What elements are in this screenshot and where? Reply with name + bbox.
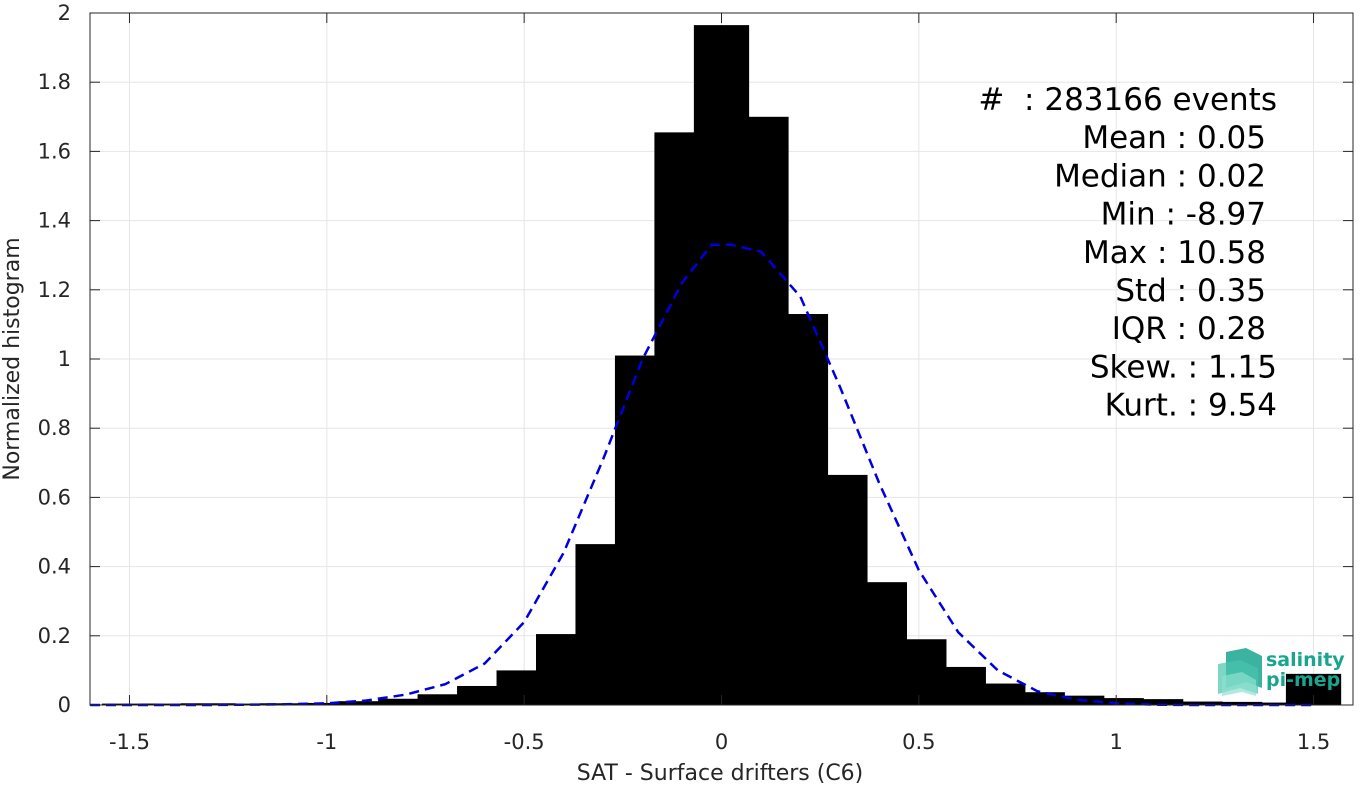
y-tick-label: 0.2 (38, 624, 71, 648)
x-tick-label: 0.5 (902, 730, 935, 754)
histogram-bar (417, 694, 473, 705)
x-tick-label: -1 (316, 730, 337, 754)
histogram-bars (101, 25, 1342, 706)
stat-line: Min : -8.97 (1101, 197, 1266, 233)
y-tick-label: 2 (58, 1, 71, 25)
y-tick-label: 0.8 (38, 416, 71, 440)
stat-line: Kurt. : 9.54 (1105, 388, 1277, 424)
x-tick-label: -1.5 (109, 730, 150, 754)
y-tick-label: 1.2 (38, 278, 71, 302)
y-tick-label: 0.4 (38, 555, 71, 579)
histogram-bar (1049, 695, 1105, 705)
histogram-bar (220, 703, 276, 705)
logo-text-line1: salinity (1266, 649, 1345, 671)
y-tick-label: 1 (58, 347, 71, 371)
histogram-bar (141, 703, 197, 705)
stat-line: # : 283166 events (978, 82, 1277, 118)
x-axis-label: SAT - Surface drifters (C6) (577, 761, 864, 785)
y-axis-label: Normalized histogram (0, 237, 25, 480)
stat-line: Std : 0.35 (1115, 273, 1266, 309)
y-tick-label: 1.4 (38, 209, 71, 233)
histogram-bar (1128, 699, 1184, 705)
histogram-bar (1167, 701, 1223, 705)
x-tick-label: 1.5 (1297, 730, 1330, 754)
histogram-bar (1206, 701, 1263, 705)
logo-text-line2: pi-mep (1266, 669, 1340, 691)
stat-line: Mean : 0.05 (1082, 120, 1266, 156)
stat-line: IQR : 0.28 (1112, 311, 1266, 347)
y-tick-label: 1.8 (38, 70, 71, 94)
histogram-bar (338, 701, 394, 705)
salinity-pimep-logo: salinity pi-mep (1218, 648, 1345, 696)
histogram-bar (378, 698, 434, 705)
x-tick-label: -0.5 (504, 730, 545, 754)
y-axis-ticks: 0 0.2 0.4 0.6 0.8 1 1.2 1.4 1.6 1.8 2 (38, 1, 1353, 717)
stat-line: Max : 10.58 (1083, 235, 1266, 271)
stat-line: Skew. : 1.15 (1090, 349, 1277, 385)
y-tick-label: 0.6 (38, 485, 71, 509)
fit-curve (90, 243, 1314, 707)
x-tick-label: 0 (715, 730, 728, 754)
x-tick-label: 1 (1110, 730, 1123, 754)
stat-line: Median : 0.02 (1054, 158, 1266, 194)
x-axis-ticks: -1.5 -1 -0.5 0 0.5 1 1.5 (109, 13, 1330, 754)
y-tick-label: 0 (58, 693, 71, 717)
logo-icon (1218, 648, 1262, 696)
y-tick-label: 1.6 (38, 139, 71, 163)
